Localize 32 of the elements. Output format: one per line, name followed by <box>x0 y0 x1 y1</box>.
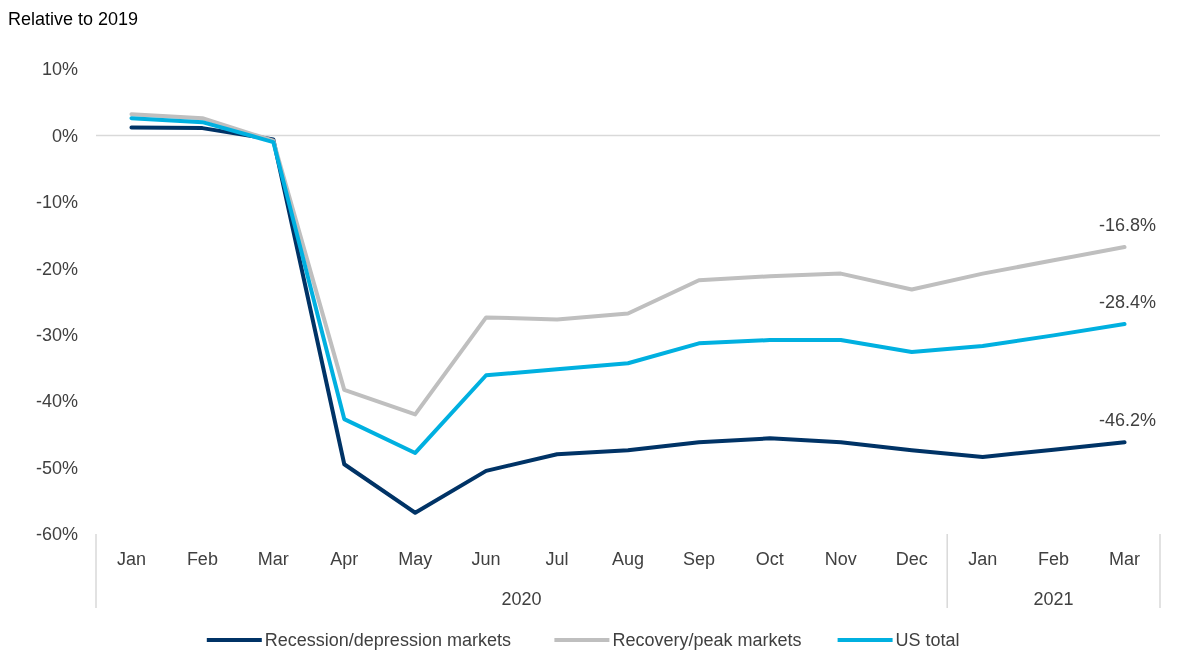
data-label: -16.8% <box>1099 215 1157 236</box>
x-tick-label: Aug <box>611 549 645 569</box>
x-tick-label: May <box>398 549 433 569</box>
x-tick-label: Oct <box>755 549 784 569</box>
y-tick-label: 10% <box>41 59 78 80</box>
text: 2021 <box>1033 589 1074 609</box>
y-axis-title: Relative to 2019 <box>8 9 139 29</box>
x-tick-label: Feb <box>1038 549 1070 569</box>
x-tick-label: Jan <box>968 549 998 569</box>
x-tick-label: Mar <box>1109 549 1141 569</box>
x-tick-label: Nov <box>824 549 857 569</box>
text: 2020 <box>501 589 542 609</box>
y-tick-label: -40% <box>35 391 78 412</box>
legend-label: US total <box>895 630 960 651</box>
y-tick-label: -10% <box>35 192 78 213</box>
x-tick-label: Dec <box>895 549 928 569</box>
x-tick-label: Jan <box>116 549 146 569</box>
data-label: -28.4% <box>1099 292 1157 313</box>
x-tick-label: Feb <box>186 549 218 569</box>
y-tick-label: -30% <box>35 325 78 346</box>
y-tick-label: -60% <box>35 524 78 545</box>
x-tick-label: Mar <box>257 549 289 569</box>
x-tick-label: Jul <box>545 549 569 569</box>
x-tick-label: Jun <box>471 549 501 569</box>
x-tick-label: Sep <box>682 549 715 569</box>
y-tick-label: 0% <box>51 125 78 146</box>
x-tick-label: Apr <box>330 549 359 569</box>
legend-label: Recovery/peak markets <box>612 630 802 651</box>
data-label: -46.2% <box>1099 410 1157 431</box>
y-tick-label: -20% <box>35 258 78 279</box>
legend-label: Recession/depression markets <box>264 630 511 651</box>
y-tick-label: -50% <box>35 457 78 478</box>
